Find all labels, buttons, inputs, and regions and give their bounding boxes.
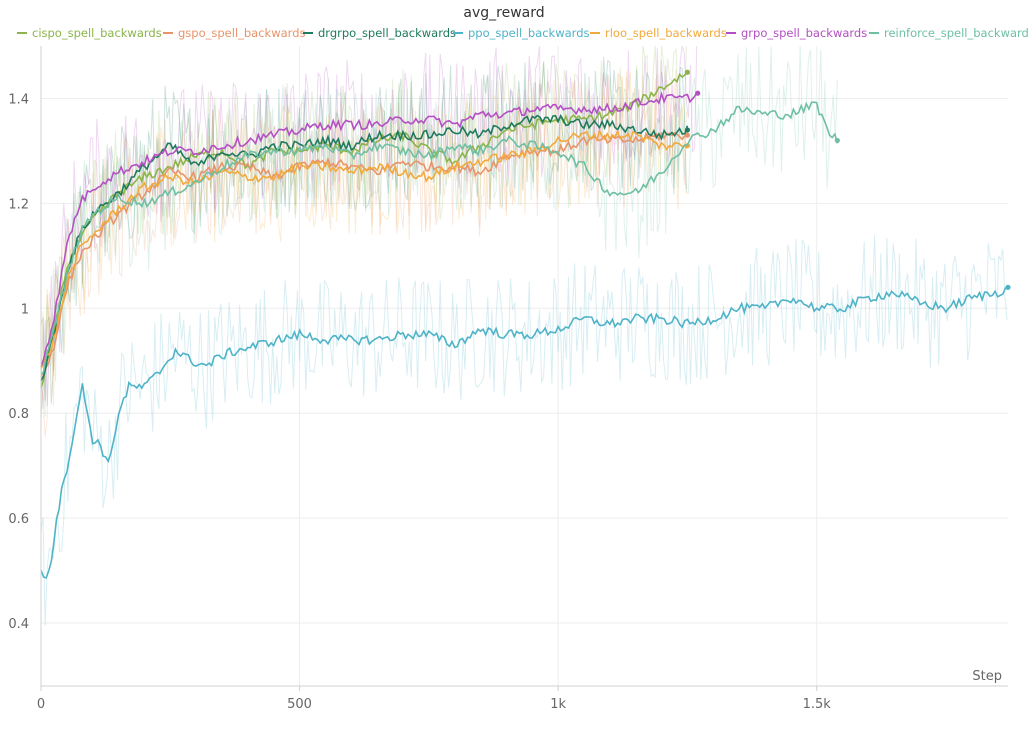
series-end-point-reinforce-spell-backwards bbox=[834, 137, 840, 144]
series-line-grpo-spell-backwards[interactable] bbox=[40, 90, 699, 368]
chart-title: avg_reward bbox=[463, 5, 544, 21]
legend-label: drgrpo_spell_backwards bbox=[318, 26, 456, 40]
series-line-ppo-spell-backwards[interactable] bbox=[40, 287, 1009, 579]
legend-label: reinforce_spell_backwards bbox=[884, 26, 1028, 40]
y-tick-label: 1.4 bbox=[8, 92, 29, 107]
raw-trace-rloo-spell-backwards bbox=[40, 70, 687, 410]
legend-item-ppo-spell-backwards[interactable]: ppo_spell_backwards bbox=[453, 26, 590, 40]
x-tick-label: 500 bbox=[287, 697, 312, 712]
series-line-drgrpo-spell-backwards[interactable] bbox=[40, 113, 689, 382]
legend-label: ppo_spell_backwards bbox=[468, 26, 590, 40]
x-tick-label: 0 bbox=[37, 697, 45, 712]
x-axis-label: Step bbox=[972, 669, 1002, 684]
series-line-cispo-spell-backwards[interactable] bbox=[40, 71, 688, 388]
legend-item-reinforce-spell-backwards[interactable]: reinforce_spell_backwards bbox=[869, 26, 1028, 40]
legend-label: rloo_spell_backwards bbox=[605, 26, 727, 40]
x-tick-label: 1.5k bbox=[803, 697, 832, 712]
legend-item-drgrpo-spell-backwards[interactable]: drgrpo_spell_backwards bbox=[303, 26, 456, 40]
legend-label: cispo_spell_backwards bbox=[32, 26, 162, 40]
legend-item-gspo-spell-backwards[interactable]: gspo_spell_backwards bbox=[163, 26, 305, 40]
axes: 0.4 0.6 0.8 1 1.2 1.4 0 500 1k 1.5k bbox=[8, 46, 1008, 712]
series-end-point-drgrpo-spell-backwards bbox=[684, 127, 690, 133]
raw-trace-gspo-spell-backwards bbox=[40, 69, 687, 438]
y-tick-label: 1.2 bbox=[8, 197, 29, 212]
series-line-rloo-spell-backwards[interactable] bbox=[40, 128, 688, 369]
series-line-reinforce-spell-backwards[interactable] bbox=[40, 101, 839, 376]
legend-item-cispo-spell-backwards[interactable]: cispo_spell_backwards bbox=[17, 26, 162, 40]
legend: cispo_spell_backwards gspo_spell_backward… bbox=[17, 26, 1028, 40]
legend-label: gspo_spell_backwards bbox=[178, 26, 305, 40]
y-tick-label: 0.8 bbox=[8, 407, 29, 422]
raw-trace-ppo-spell-backwards bbox=[40, 234, 1008, 626]
y-tick-label: 1 bbox=[21, 302, 29, 317]
legend-label: grpo_spell_backwards bbox=[741, 26, 867, 40]
x-tick-label: 1k bbox=[550, 697, 566, 712]
legend-item-grpo-spell-backwards[interactable]: grpo_spell_backwards bbox=[726, 26, 867, 40]
raw-trace-grpo-spell-backwards bbox=[40, 45, 698, 419]
series-end-point-gspo-spell-backwards bbox=[684, 132, 690, 138]
series-lines bbox=[40, 69, 1011, 579]
raw-trace-drgrpo-spell-backwards bbox=[40, 56, 687, 404]
series-end-point-grpo-spell-backwards bbox=[695, 90, 701, 96]
series-end-point-ppo-spell-backwards bbox=[1005, 284, 1011, 290]
legend-item-rloo-spell-backwards[interactable]: rloo_spell_backwards bbox=[590, 26, 727, 40]
y-tick-label: 0.6 bbox=[8, 512, 29, 527]
series-end-point-cispo-spell-backwards bbox=[684, 69, 690, 75]
y-tick-label: 0.4 bbox=[8, 617, 29, 632]
